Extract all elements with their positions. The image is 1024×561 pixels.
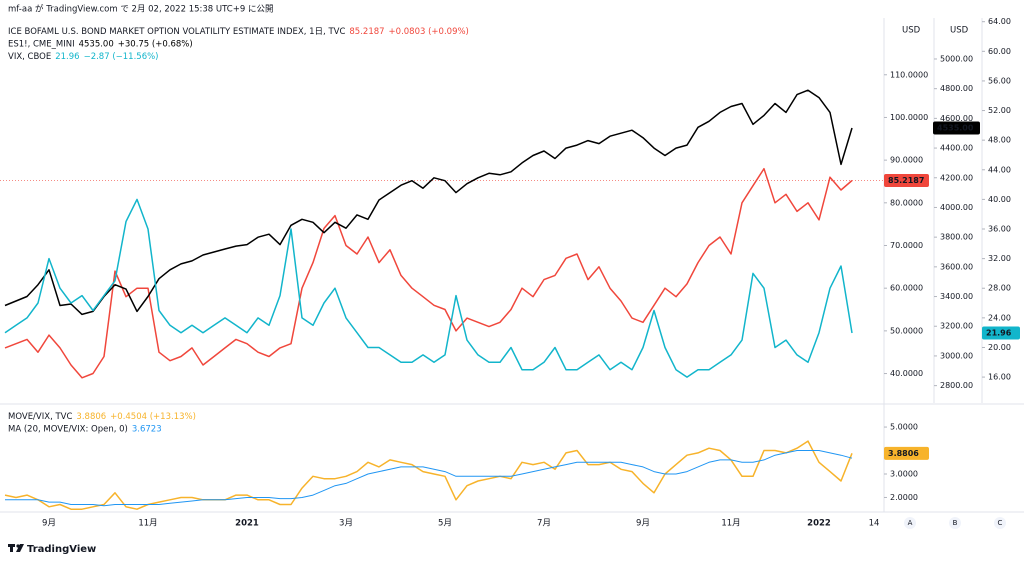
axis-button[interactable] <box>994 517 1006 529</box>
axis-button-label[interactable]: B <box>953 519 958 527</box>
axis-unit: USD <box>902 26 921 36</box>
x-tick-label: 5月 <box>438 519 452 529</box>
y-tick-label: 50.0000 <box>890 326 923 335</box>
y-tick-label: 4400.00 <box>940 144 973 153</box>
y-tick-label: 40.0000 <box>890 369 923 378</box>
legend-entry: MOVE/VIX, TVC 3.8806 +0.4504 (+13.13%) <box>8 412 196 422</box>
y-tick-label: 3600.00 <box>940 262 973 271</box>
y-tick-label: 4000.00 <box>940 203 973 212</box>
y-tick-label: 5000.00 <box>940 54 973 63</box>
y-tick-label: 3200.00 <box>940 322 973 331</box>
publish-header: mf-aa が TradingView.com で 2月 02, 2022 15… <box>8 4 273 15</box>
legend-value: 3.8806 <box>76 412 106 422</box>
y-tick-label: 2800.00 <box>940 381 973 390</box>
series-line <box>4 167 853 379</box>
price-tag-label: 85.2187 <box>888 176 924 185</box>
price-tag-label: 3.8806 <box>888 449 919 458</box>
legend-value: 4535.00 <box>79 39 114 49</box>
y-tick-label: 4200.00 <box>940 173 973 182</box>
y-tick-label: 3000.00 <box>940 351 973 360</box>
legend-name: ICE BOFAML U.S. BOND MARKET OPTION VOLAT… <box>8 27 345 37</box>
x-tick-label: 7月 <box>537 519 551 529</box>
legend-value: 21.96 <box>55 52 79 62</box>
y-tick-label: 100.0000 <box>890 113 928 122</box>
y-tick-label: 60.0000 <box>890 284 923 293</box>
y-tick-label: 48.00 <box>988 136 1011 145</box>
x-tick-label: 9月 <box>636 519 650 529</box>
y-tick-label: 2.0000 <box>890 493 918 502</box>
x-tick-label: 11月 <box>721 519 740 529</box>
y-tick-label: 56.00 <box>988 76 1011 85</box>
series-line <box>4 198 853 378</box>
legend-value: 85.2187 <box>349 27 384 37</box>
y-tick-label: 20.00 <box>988 343 1011 352</box>
brand-logo <box>8 544 24 552</box>
legend-entry: MA (20, MOVE/VIX: Open, 0) 3.6723 <box>8 424 162 434</box>
y-tick-label: 3400.00 <box>940 292 973 301</box>
y-tick-label: 70.0000 <box>890 241 923 250</box>
legend-name: ES1!, CME_MINI <box>8 39 75 49</box>
y-tick-label: 32.00 <box>988 254 1011 263</box>
y-tick-label: 110.0000 <box>890 70 928 79</box>
price-tag-label: 21.96 <box>986 328 1012 337</box>
y-tick-label: 16.00 <box>988 373 1011 382</box>
y-tick-label: 4800.00 <box>940 84 973 93</box>
brand-name: TradingView <box>27 544 96 555</box>
y-tick-label: 40.00 <box>988 195 1011 204</box>
series-line <box>4 89 853 316</box>
price-tag <box>982 326 1020 340</box>
y-tick-label: 36.00 <box>988 225 1011 234</box>
logo-shape <box>10 544 13 552</box>
axis-button[interactable] <box>949 517 961 529</box>
series-line <box>5 450 853 507</box>
price-tag <box>933 121 980 135</box>
price-tag-label: 4535.00 <box>937 124 974 133</box>
y-tick-label: 5.0000 <box>890 423 918 432</box>
y-tick-label: 52.00 <box>988 106 1011 115</box>
legend-name: MA (20, MOVE/VIX: Open, 0) <box>8 424 128 434</box>
axis-button-label[interactable]: C <box>998 519 1003 527</box>
axis-button[interactable] <box>904 517 916 529</box>
legend-change: +0.4504 (+13.13%) <box>110 412 196 422</box>
y-tick-label: 24.00 <box>988 313 1011 322</box>
series-line <box>4 440 853 510</box>
legend-entry: ICE BOFAML U.S. BOND MARKET OPTION VOLAT… <box>8 27 469 37</box>
legend-entry: ES1!, CME_MINI 4535.00 +30.75 (+0.68%) <box>8 39 193 49</box>
y-tick-label: 60.00 <box>988 47 1011 56</box>
legend-entry: VIX, CBOE 21.96 −2.87 (−11.56%) <box>8 52 159 62</box>
y-tick-label: 64.00 <box>988 17 1011 26</box>
y-tick-label: 4600.00 <box>940 114 973 123</box>
x-tick-label: 3月 <box>339 519 353 529</box>
y-tick-label: 3.0000 <box>890 469 918 478</box>
x-tick-label: 9月 <box>42 519 56 529</box>
price-tag <box>884 174 929 188</box>
y-tick-label: 28.00 <box>988 284 1011 293</box>
axis-unit: USD <box>950 26 969 36</box>
logo-shape <box>16 544 24 552</box>
x-tick-label: 14 <box>869 519 880 529</box>
x-tick-label: 11月 <box>138 519 157 529</box>
axis-button-label[interactable]: A <box>908 519 913 527</box>
legend-change: −2.87 (−11.56%) <box>84 52 159 62</box>
x-tick-label: 2021 <box>235 519 259 529</box>
legend-name: VIX, CBOE <box>8 52 51 62</box>
x-tick-label: 2022 <box>807 519 831 529</box>
legend-change: +30.75 (+0.68%) <box>118 39 193 49</box>
price-tag <box>884 446 929 460</box>
y-tick-label: 44.00 <box>988 165 1011 174</box>
y-tick-label: 3800.00 <box>940 233 973 242</box>
legend-change: +0.0803 (+0.09%) <box>389 27 469 37</box>
legend-name: MOVE/VIX, TVC <box>8 412 72 422</box>
legend-value: 3.6723 <box>132 424 162 434</box>
y-tick-label: 80.0000 <box>890 198 923 207</box>
y-tick-label: 90.0000 <box>890 156 923 165</box>
